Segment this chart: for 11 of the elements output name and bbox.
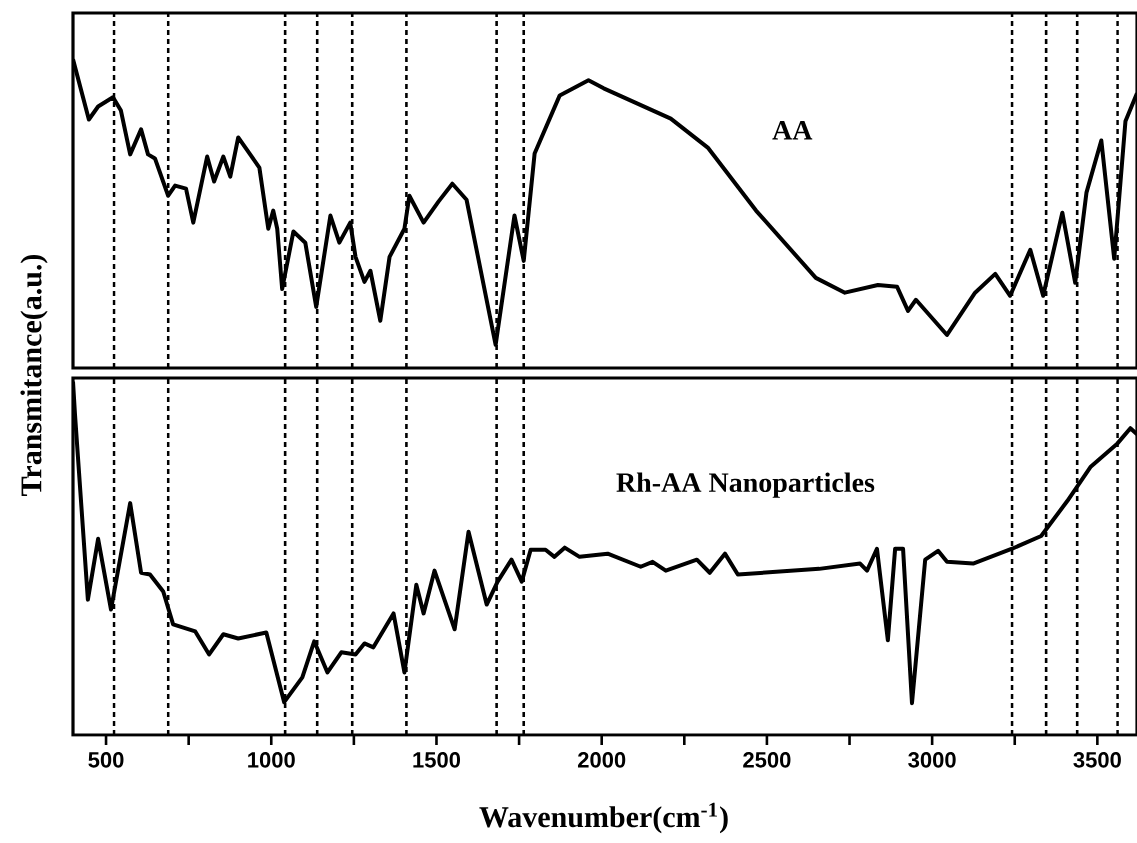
x-tick-label: 3000	[908, 752, 956, 768]
text: AA	[772, 120, 813, 140]
x-tick-label: 2000	[577, 752, 626, 768]
y-axis-title: Transmitance(a.u.)	[20, 254, 48, 496]
x-tick-label: 500	[88, 752, 124, 768]
x-tick-label: 2500	[743, 752, 791, 768]
series-label: Rh-AA Nanoparticles	[616, 472, 875, 498]
x-tick-label: 3500	[1073, 752, 1121, 768]
x-axis-title: Wavenumber(cm$^{-1}$)	[479, 802, 728, 834]
x-tick-label: 1000	[248, 752, 295, 768]
x-tick-label: 1500	[413, 752, 461, 768]
